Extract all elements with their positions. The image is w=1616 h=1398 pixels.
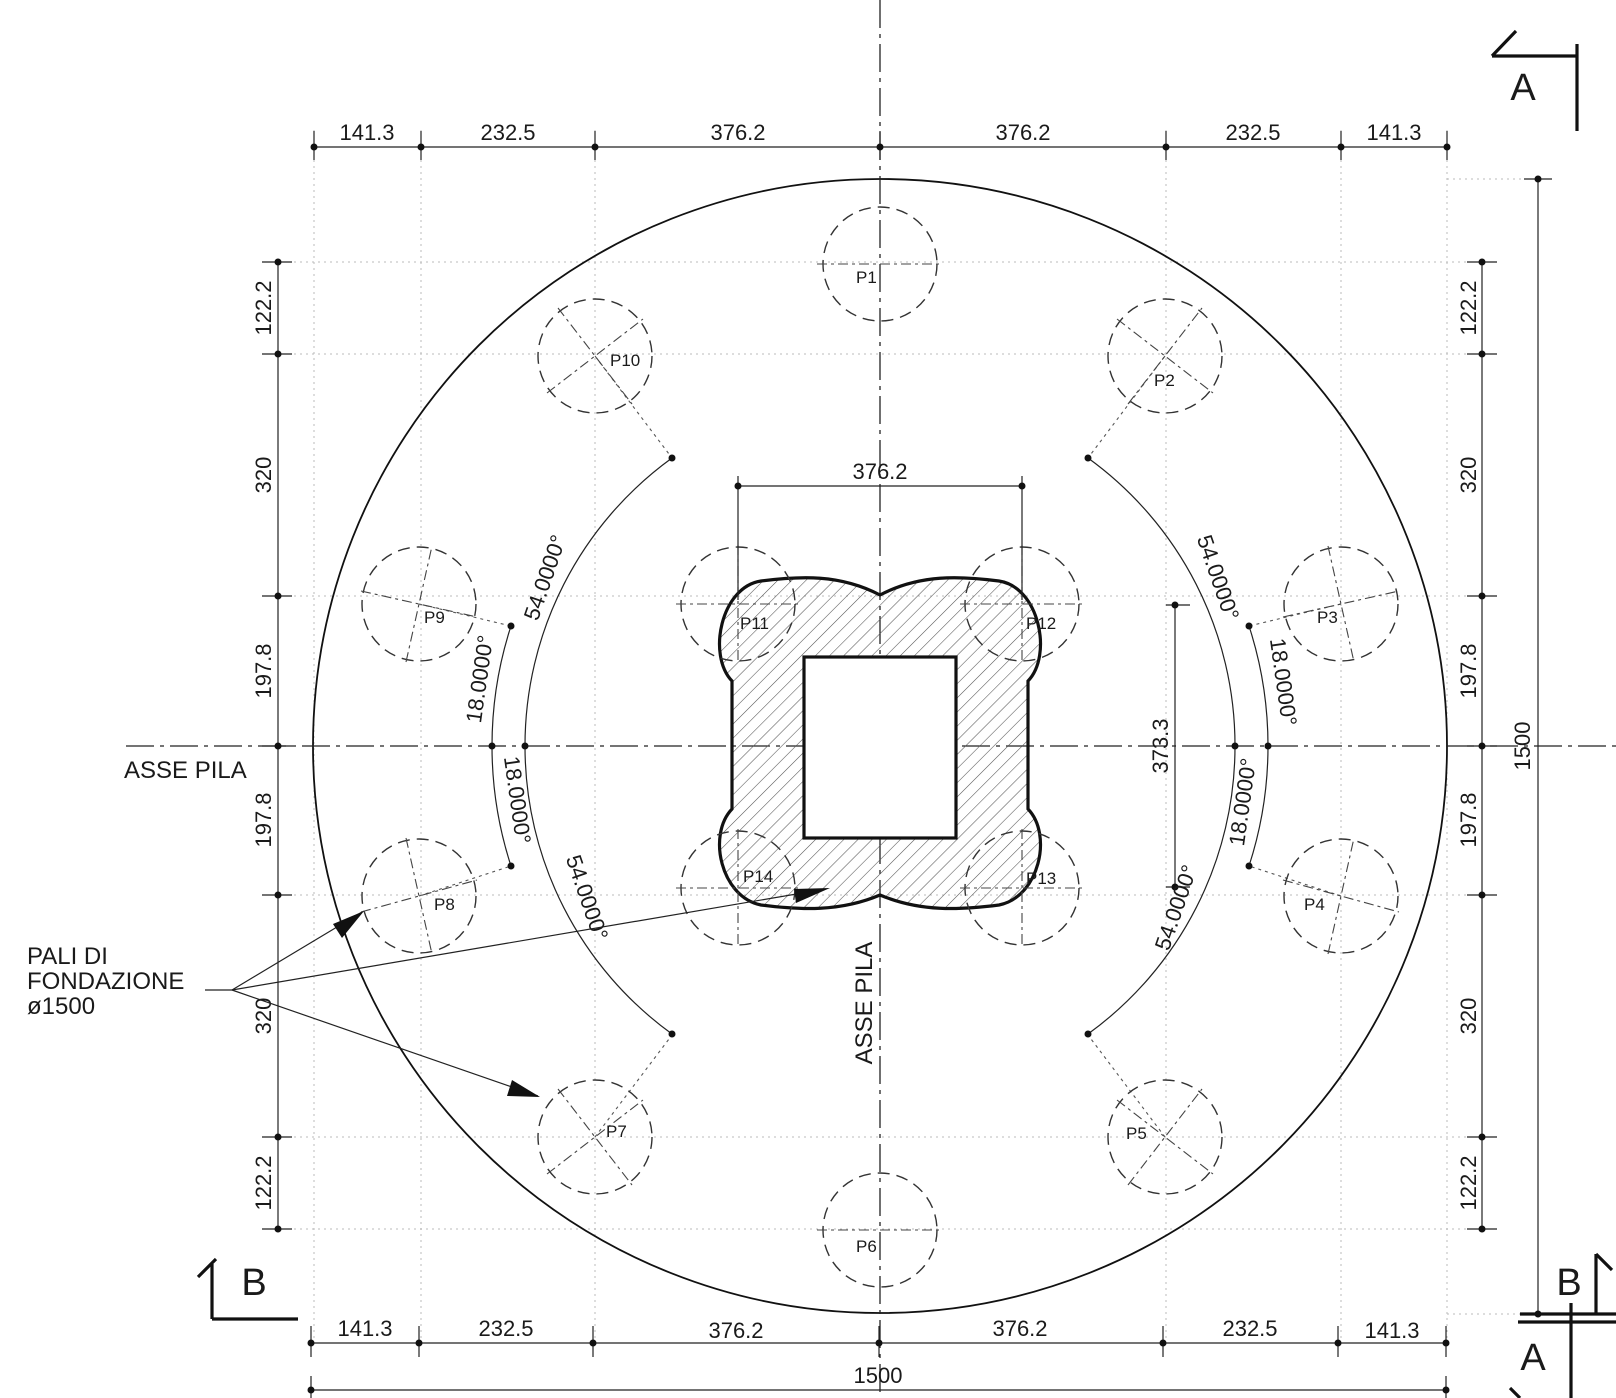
dim-bottom-total: 1500: [854, 1363, 903, 1388]
pile-label: P6: [856, 1237, 877, 1256]
pile-p8: P8: [360, 837, 478, 955]
dim-bottom-5: 232.5: [1222, 1316, 1277, 1341]
pile-label: P4: [1304, 895, 1325, 914]
dim-left-2: 320: [251, 457, 276, 494]
pile-p2: P2: [1107, 298, 1223, 414]
pile-label: P9: [424, 608, 445, 627]
pile-label: P14: [743, 867, 773, 886]
note-line-3: ø1500: [27, 993, 95, 1020]
angle-left-upper-54: 54.0000°: [519, 532, 571, 624]
pile-label: P8: [434, 895, 455, 914]
dim-left-4: 197.8: [251, 792, 276, 847]
dim-bottom-6: 141.3: [1364, 1318, 1419, 1343]
angle-left-lower-18: 18.0000°: [499, 754, 536, 845]
pile-p10: P10: [537, 298, 653, 414]
dim-left-5: 320: [251, 998, 276, 1035]
pile-p1: P1: [817, 206, 943, 322]
section-marker-a-top: A: [1490, 29, 1579, 131]
note-line-2: FONDAZIONE: [27, 968, 184, 995]
dim-bottom-1: 141.3: [337, 1316, 392, 1341]
dim-right-5: 320: [1456, 998, 1481, 1035]
leader-arrow: [333, 911, 364, 938]
pile-p5: P5: [1107, 1079, 1223, 1195]
top-dimension-chain: 141.3 232.5 376.2 376.2 232.5 141.3: [310, 120, 1451, 160]
leader-arrow: [794, 888, 830, 903]
section-marker-b-right: B: [1520, 1252, 1616, 1316]
pile-p14: P14: [676, 829, 800, 947]
pile-label: P12: [1026, 614, 1056, 633]
section-marker-a-bottom: A: [1508, 1303, 1616, 1398]
angle-left-upper-18: 18.0000°: [461, 633, 498, 724]
note-line-1: PALI DI: [27, 943, 108, 970]
pile-label: P3: [1317, 608, 1338, 627]
dim-top-5: 232.5: [1225, 120, 1280, 145]
pile-label: P13: [1026, 869, 1056, 888]
pile-p13: P13: [960, 829, 1084, 947]
section-marker-b-left: B: [196, 1257, 298, 1321]
dim-core-height: 373.3: [1148, 718, 1173, 773]
pile-p3: P3: [1282, 545, 1400, 663]
angle-right-lower-18: 18.0000°: [1224, 756, 1261, 847]
pile-p9: P9: [360, 545, 478, 663]
dim-bottom-3: 376.2: [708, 1318, 763, 1343]
angle-right-upper-18: 18.0000°: [1265, 636, 1302, 727]
section-label: A: [1510, 67, 1536, 109]
pile-label: P7: [606, 1122, 627, 1141]
leader-arrow: [507, 1080, 540, 1097]
pile-note: PALI DI FONDAZIONE ø1500: [27, 888, 830, 1097]
dim-left-1: 122.2: [251, 280, 276, 335]
pile-label: P2: [1154, 371, 1175, 390]
pier-shaft-opening: [802, 655, 958, 840]
pile-p6: P6: [817, 1172, 943, 1288]
dim-top-6: 141.3: [1366, 120, 1421, 145]
dim-top-2: 232.5: [480, 120, 535, 145]
bottom-dimension-chain: 141.3 232.5 376.2 376.2 232.5 141.3 1500: [307, 1316, 1450, 1398]
pile-label: P5: [1126, 1124, 1147, 1143]
dim-bottom-2: 232.5: [478, 1316, 533, 1341]
angle-right-lower-54: 54.0000°: [1150, 862, 1202, 954]
core-dimensions: 376.2 373.3: [734, 459, 1190, 891]
dim-top-4: 376.2: [995, 120, 1050, 145]
horizontal-axis-label: ASSE PILA: [124, 757, 247, 784]
angle-arcs: [488, 454, 1272, 1038]
dim-left-6: 122.2: [251, 1155, 276, 1210]
construction-grid: [270, 130, 1540, 1340]
section-label: B: [1556, 1262, 1581, 1304]
right-dimension-chain: 122.2 320 197.8 197.8 320 122.2 1500: [1456, 175, 1552, 1318]
left-dimension-chain: 122.2 320 197.8 197.8 320 122.2: [251, 258, 292, 1233]
dim-left-3: 197.8: [251, 643, 276, 698]
vertical-axis-label: ASSE PILA: [851, 942, 878, 1065]
pile-label: P1: [856, 268, 877, 287]
dim-top-1: 141.3: [339, 120, 394, 145]
dim-right-3: 197.8: [1456, 643, 1481, 698]
dim-top-3: 376.2: [710, 120, 765, 145]
angle-right-upper-54: 54.0000°: [1192, 532, 1244, 624]
dim-right-6: 122.2: [1456, 1155, 1481, 1210]
dim-right-4: 197.8: [1456, 792, 1481, 847]
pile-p7: P7: [537, 1079, 653, 1195]
dim-right-2: 320: [1456, 457, 1481, 494]
pile-label: P10: [610, 351, 640, 370]
pile-p4: P4: [1282, 837, 1400, 955]
section-label: B: [241, 1262, 266, 1304]
pile-label: P11: [740, 614, 769, 633]
dim-right-total: 1500: [1510, 722, 1535, 771]
dim-right-1: 122.2: [1456, 280, 1481, 335]
dim-bottom-4: 376.2: [992, 1316, 1047, 1341]
section-label: A: [1520, 1337, 1546, 1379]
dim-core-width: 376.2: [852, 459, 907, 484]
